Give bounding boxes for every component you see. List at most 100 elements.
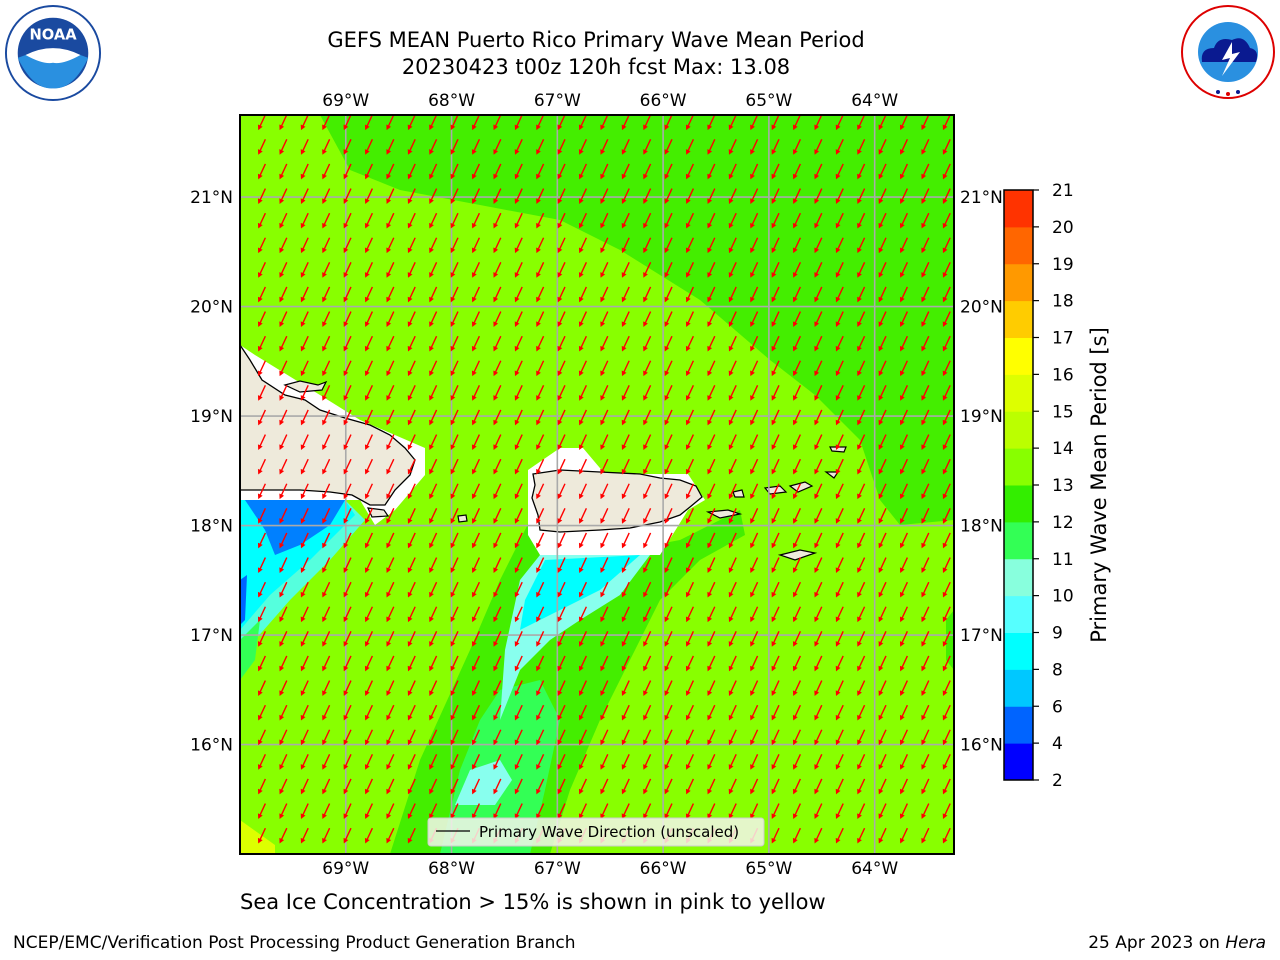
wave-direction-arrow xyxy=(343,729,352,746)
wave-direction-arrow xyxy=(450,778,459,795)
wave-direction-arrow xyxy=(857,483,866,500)
wave-direction-arrow xyxy=(899,606,909,623)
wave-direction-arrow xyxy=(728,409,737,426)
wave-direction-arrow xyxy=(257,360,267,377)
wave-direction-arrow xyxy=(750,655,759,672)
wave-direction-arrow xyxy=(707,188,716,204)
wave-direction-arrow xyxy=(621,139,630,155)
wave-direction-arrow xyxy=(750,483,759,500)
wave-direction-arrow xyxy=(493,655,502,672)
wave-direction-arrow xyxy=(300,754,309,770)
wave-direction-arrow xyxy=(792,704,802,721)
wave-direction-arrow xyxy=(300,557,309,573)
wave-direction-arrow xyxy=(750,557,759,573)
colorbar-segment xyxy=(1004,485,1033,523)
wave-direction-arrow xyxy=(643,778,652,795)
wave-direction-arrow xyxy=(643,434,652,450)
wave-direction-arrow xyxy=(707,212,716,229)
wave-direction-arrow xyxy=(279,606,288,623)
wave-direction-arrow xyxy=(514,754,523,770)
wave-direction-arrow xyxy=(921,532,930,549)
wave-direction-arrow xyxy=(407,360,416,377)
wave-direction-arrow xyxy=(685,262,695,278)
wave-direction-arrow xyxy=(878,827,887,844)
wave-direction-arrow xyxy=(878,803,887,819)
wave-direction-arrow xyxy=(643,262,652,278)
wave-direction-arrow xyxy=(536,115,545,131)
wave-direction-arrow xyxy=(257,139,267,155)
wave-direction-arrow xyxy=(578,409,588,426)
wave-direction-arrow xyxy=(685,409,695,426)
wave-direction-arrow xyxy=(771,311,780,327)
wave-direction-arrow xyxy=(300,262,309,278)
colorbar-tick-label: 12 xyxy=(1052,513,1074,533)
wave-direction-arrow xyxy=(792,778,802,795)
wave-direction-arrow xyxy=(471,163,481,180)
wave-direction-arrow xyxy=(386,655,395,672)
wave-direction-arrow xyxy=(429,188,438,204)
wave-direction-arrow xyxy=(429,434,438,450)
wave-direction-arrow xyxy=(386,237,395,254)
wave-direction-arrow xyxy=(343,212,352,229)
wave-direction-arrow xyxy=(707,163,716,180)
wave-direction-arrow xyxy=(771,704,780,721)
wave-direction-arrow xyxy=(514,458,523,475)
wave-direction-arrow xyxy=(343,409,352,426)
lon-tick-label-top: 68°W xyxy=(428,91,475,111)
wave-direction-arrow xyxy=(600,532,609,549)
wave-direction-arrow xyxy=(322,655,331,672)
wave-direction-arrow xyxy=(942,409,951,426)
wave-direction-arrow xyxy=(857,163,866,180)
wave-direction-arrow xyxy=(707,655,716,672)
wave-direction-arrow xyxy=(364,655,374,672)
wave-direction-arrow xyxy=(600,188,609,204)
wave-direction-arrow xyxy=(536,188,545,204)
wave-direction-arrow xyxy=(364,212,374,229)
wave-direction-arrow xyxy=(386,360,395,377)
wave-direction-arrow xyxy=(792,212,802,229)
lat-tick-label-right: 18°N xyxy=(960,517,1003,537)
wave-direction-arrow xyxy=(707,680,716,696)
wave-direction-arrow xyxy=(814,286,823,303)
nws-logo xyxy=(1181,5,1275,99)
wave-direction-arrow xyxy=(536,458,545,475)
wave-direction-arrow xyxy=(621,385,630,401)
wave-direction-arrow xyxy=(728,508,737,524)
higher-period-zone-east xyxy=(946,610,954,670)
wave-direction-arrow xyxy=(899,508,909,524)
wave-direction-arrow xyxy=(857,778,866,795)
wave-direction-arrow xyxy=(322,262,331,278)
wave-direction-arrow xyxy=(771,139,780,155)
wave-direction-arrow xyxy=(578,286,588,303)
wave-direction-arrow xyxy=(407,335,416,352)
wave-direction-arrow xyxy=(279,729,288,746)
wave-direction-arrow xyxy=(814,311,823,327)
wave-direction-arrow xyxy=(921,778,930,795)
wave-direction-arrow xyxy=(429,655,438,672)
culebra-island xyxy=(732,489,745,498)
wave-direction-arrow xyxy=(600,483,609,500)
lon-tick-label-bottom: 69°W xyxy=(322,859,369,879)
wave-direction-arrow xyxy=(921,458,930,475)
wave-direction-arrow xyxy=(279,139,288,155)
wave-direction-arrow xyxy=(878,385,887,401)
wave-direction-arrow xyxy=(300,286,309,303)
colorbar-label: Primary Wave Mean Period [s] xyxy=(1087,327,1111,643)
wave-direction-arrow xyxy=(407,458,416,475)
wave-direction-arrow xyxy=(300,704,309,721)
wave-direction-arrow xyxy=(835,606,844,623)
wave-direction-arrow xyxy=(707,360,716,377)
wave-direction-arrow xyxy=(578,163,588,180)
wave-direction-arrow xyxy=(878,483,887,500)
wave-direction-arrow xyxy=(257,508,267,524)
wave-direction-arrow xyxy=(728,262,737,278)
wave-direction-arrow xyxy=(557,532,566,549)
wave-direction-arrow xyxy=(493,286,502,303)
wave-direction-arrow xyxy=(899,803,909,819)
wave-direction-arrow xyxy=(322,581,331,598)
wave-direction-arrow xyxy=(814,139,823,155)
chart-subtitle: 20230423 t00z 120h fcst Max: 13.08 xyxy=(401,55,791,79)
wave-direction-arrow xyxy=(407,827,416,844)
wave-direction-arrow xyxy=(835,754,844,770)
wave-direction-arrow xyxy=(878,311,887,327)
